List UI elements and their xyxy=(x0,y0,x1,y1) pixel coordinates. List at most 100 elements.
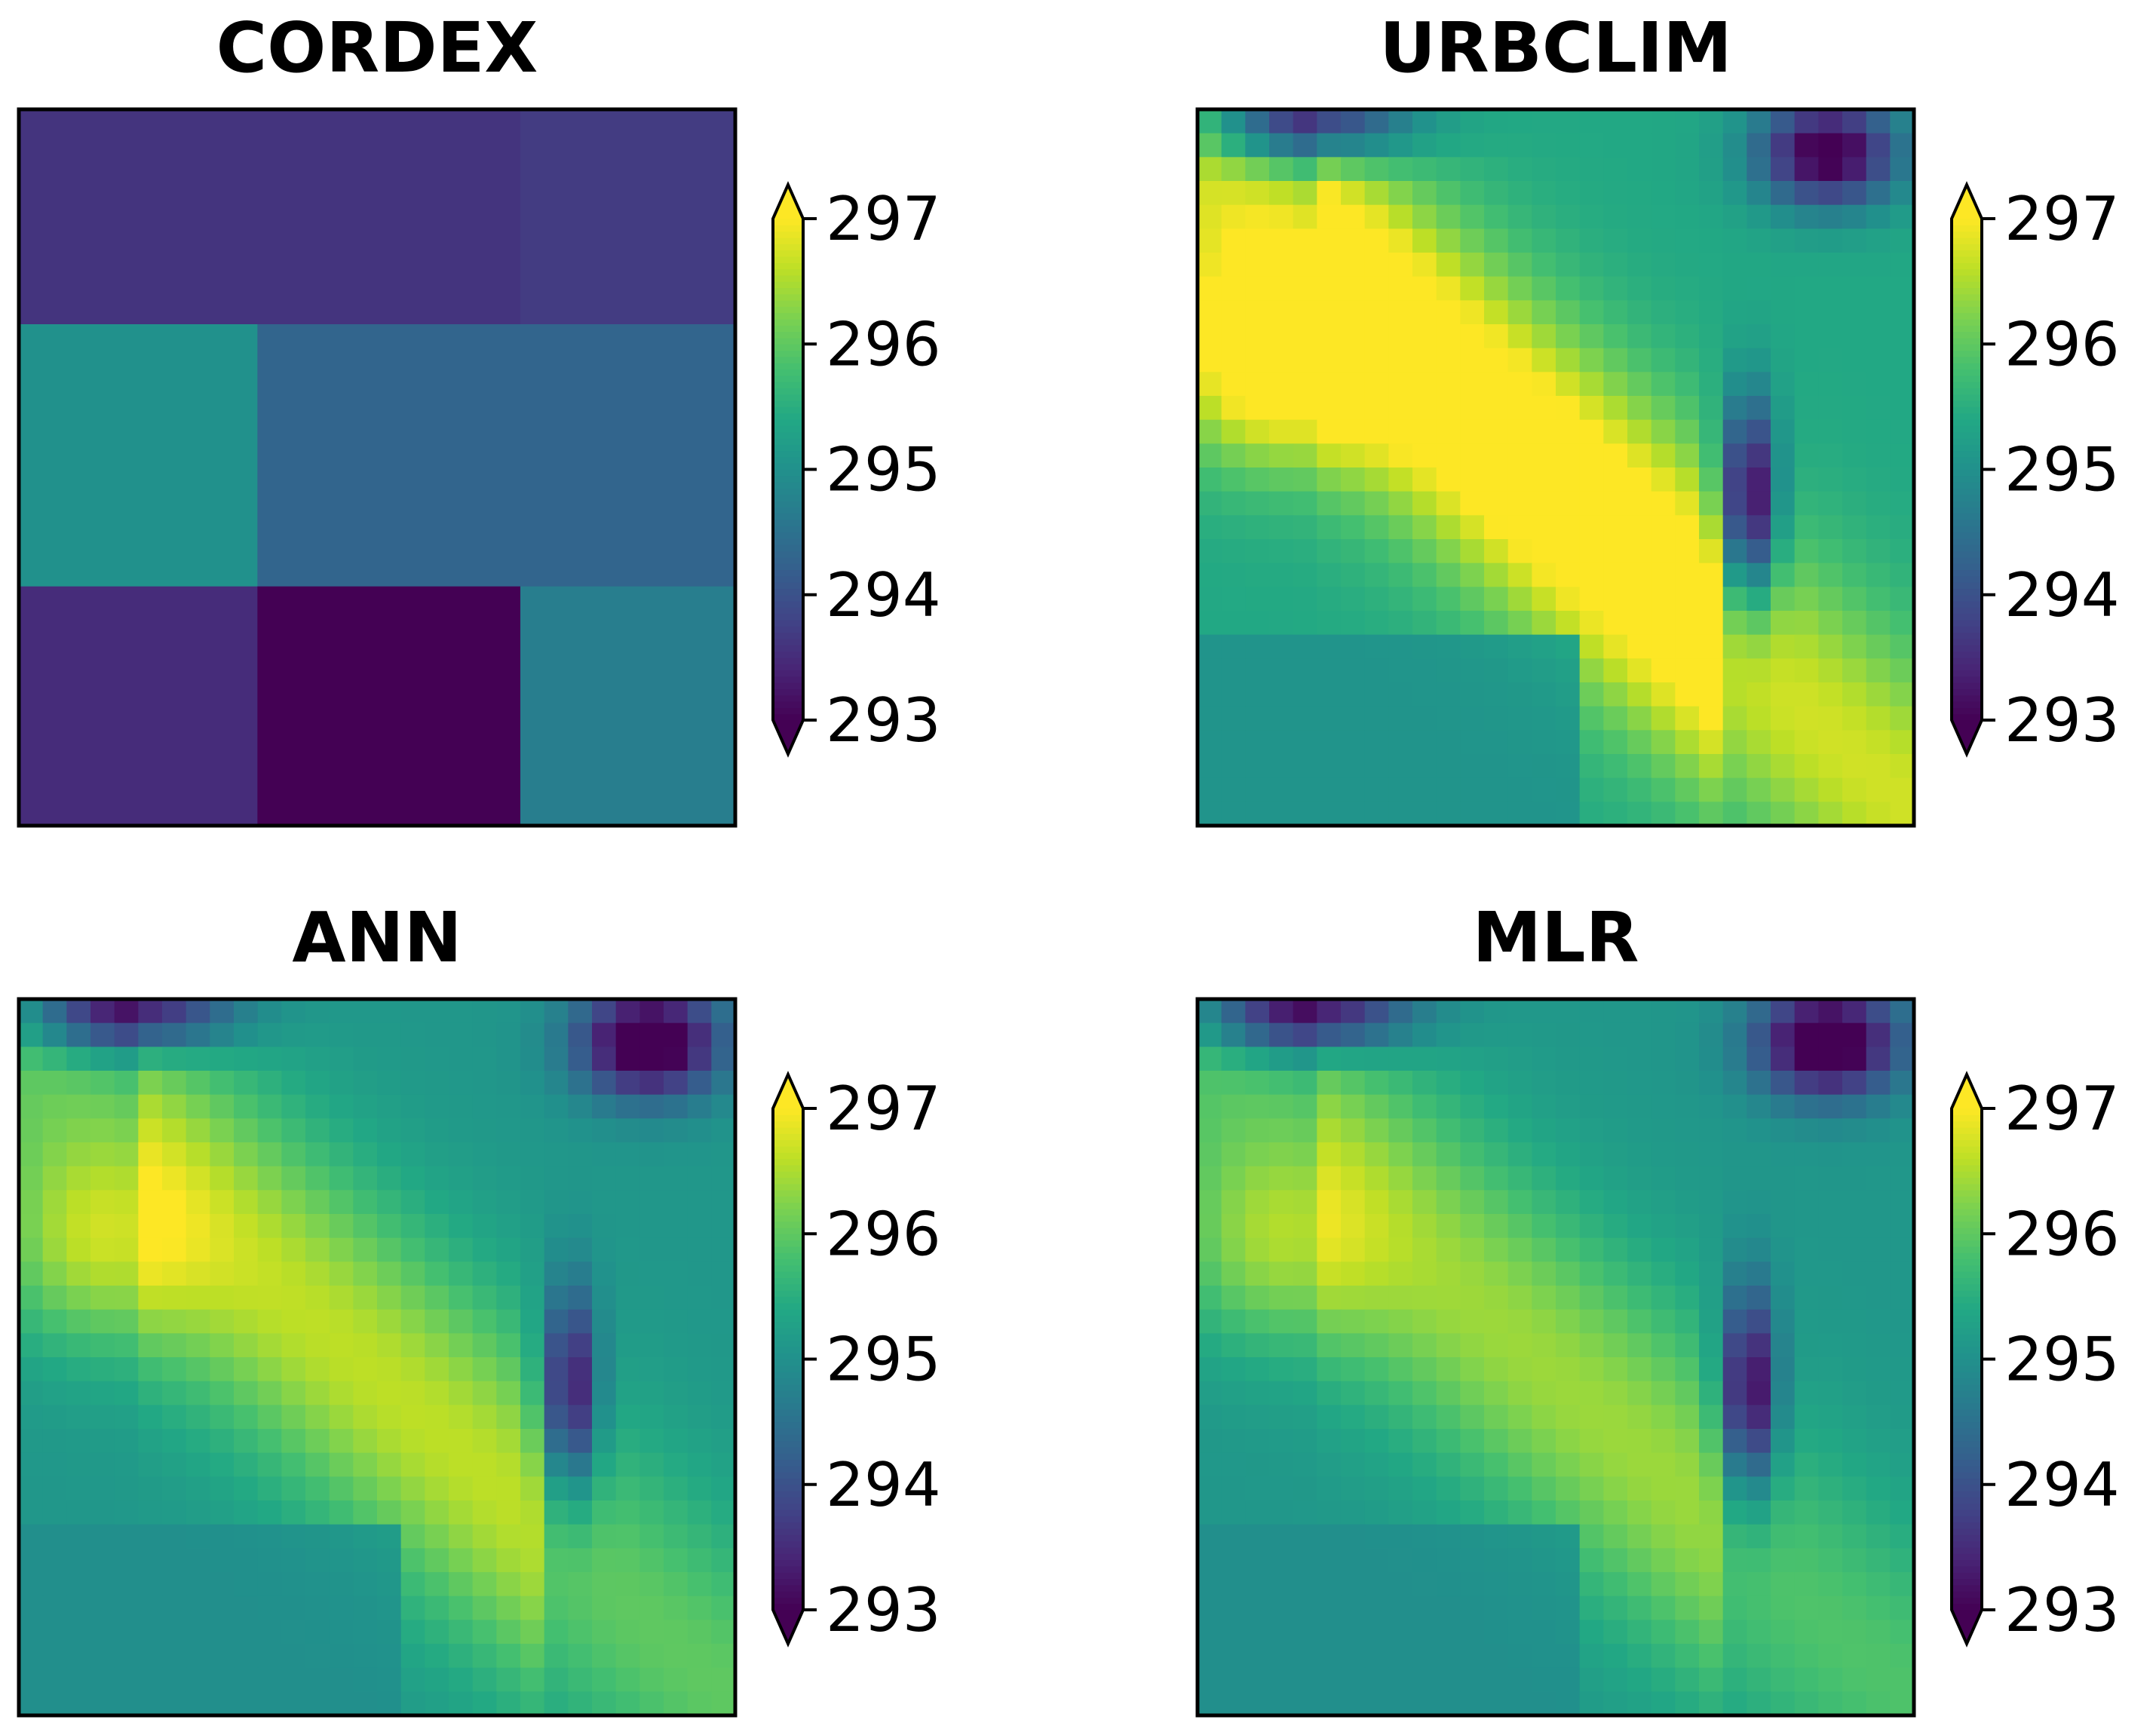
heatmap-cell xyxy=(1771,253,1796,277)
heatmap-cell xyxy=(162,1142,187,1167)
heatmap-cell xyxy=(1627,1094,1652,1119)
heatmap-cell xyxy=(329,1405,354,1430)
heatmap-cell xyxy=(472,1047,497,1071)
heatmap-cell xyxy=(1388,1596,1413,1620)
colorbar-segment xyxy=(1952,645,1982,652)
heatmap-cell xyxy=(1675,1047,1700,1071)
heatmap-cell xyxy=(1771,999,1796,1024)
heatmap-cell xyxy=(1269,1118,1294,1143)
heatmap-cell xyxy=(1364,1214,1389,1239)
heatmap-cell xyxy=(1269,658,1294,683)
heatmap-cell xyxy=(1484,300,1509,325)
heatmap-cell xyxy=(544,1596,569,1620)
heatmap-cell xyxy=(1198,634,1222,659)
colorbar-segment xyxy=(1952,1177,1982,1185)
heatmap-cell xyxy=(210,1190,235,1215)
heatmap-cell xyxy=(377,1572,402,1597)
heatmap-cell xyxy=(544,1524,569,1549)
heatmap-cell xyxy=(1484,999,1509,1024)
heatmap-cell xyxy=(425,1166,449,1191)
heatmap-cell xyxy=(1722,204,1747,229)
heatmap-cell xyxy=(449,1094,474,1119)
heatmap-cell xyxy=(1842,754,1867,779)
colorbar-segment xyxy=(1952,1427,1982,1435)
heatmap-cell xyxy=(496,1500,521,1525)
heatmap-cell xyxy=(1818,1429,1843,1454)
colorbar-segment xyxy=(1952,632,1982,639)
heatmap-cell xyxy=(711,1142,736,1167)
heatmap-cell xyxy=(19,1047,44,1071)
heatmap-cell xyxy=(1412,372,1437,397)
heatmap-cell xyxy=(329,1333,354,1358)
heatmap-cell xyxy=(1651,1452,1676,1477)
heatmap-cell xyxy=(520,1548,545,1573)
heatmap-cell xyxy=(1198,658,1222,683)
heatmap-cell xyxy=(1412,682,1437,707)
heatmap-cell xyxy=(711,1500,736,1525)
heatmap-cell xyxy=(1890,467,1915,492)
heatmap-cell xyxy=(1364,754,1389,779)
heatmap-cell xyxy=(1842,443,1867,468)
colorbar-segment xyxy=(1952,1378,1982,1385)
heatmap-cell xyxy=(1293,1022,1317,1047)
heatmap-cell xyxy=(1866,467,1891,492)
heatmap-cell xyxy=(1627,1357,1652,1382)
heatmap-cell xyxy=(1556,611,1581,636)
heatmap-cell xyxy=(1317,611,1342,636)
heatmap-cell xyxy=(186,1476,210,1501)
heatmap-cell xyxy=(42,1261,67,1286)
heatmap-cell xyxy=(520,1620,545,1645)
heatmap-cell xyxy=(1603,1022,1628,1047)
heatmap-cell xyxy=(1460,1094,1485,1119)
heatmap-cell xyxy=(592,1309,617,1334)
heatmap-cell xyxy=(1507,1166,1532,1191)
heatmap-cell xyxy=(1317,562,1342,587)
heatmap-cell xyxy=(1388,419,1413,444)
heatmap-cell xyxy=(90,1166,115,1191)
heatmap-cell xyxy=(1722,1261,1747,1286)
heatmap-cell xyxy=(664,1166,689,1191)
heatmap-cell xyxy=(1269,1476,1294,1501)
heatmap-cell xyxy=(1460,276,1485,301)
heatmap-cell xyxy=(1293,1476,1317,1501)
heatmap-cell xyxy=(1603,802,1628,826)
colorbar-segment xyxy=(1952,375,1982,382)
heatmap-cell xyxy=(114,1022,139,1047)
heatmap-cell xyxy=(1771,324,1796,349)
heatmap-cell xyxy=(1293,324,1317,349)
heatmap-cell xyxy=(353,1166,378,1191)
heatmap-cell xyxy=(1245,1309,1270,1334)
heatmap-cell xyxy=(1198,467,1222,492)
heatmap-cell xyxy=(66,1452,91,1477)
heatmap-cell xyxy=(1341,1405,1366,1430)
heatmap-cell xyxy=(1484,1142,1509,1167)
heatmap-cell xyxy=(186,1071,210,1096)
heatmap-cell xyxy=(1507,1286,1532,1310)
heatmap-cell xyxy=(1198,539,1222,564)
heatmap-cell xyxy=(1722,1309,1747,1334)
heatmap-cell xyxy=(1293,1667,1317,1692)
heatmap-cell xyxy=(90,1286,115,1310)
heatmap-cell xyxy=(1364,1118,1389,1143)
heatmap-cell xyxy=(1603,1524,1628,1549)
colorbar-segment xyxy=(773,1409,803,1416)
heatmap-cell xyxy=(496,1166,521,1191)
heatmap-cell xyxy=(1890,443,1915,468)
heatmap-cell xyxy=(496,1022,521,1047)
heatmap-cell xyxy=(1890,1071,1915,1096)
heatmap-cell xyxy=(1651,634,1676,659)
heatmap-cell xyxy=(1221,1214,1246,1239)
heatmap-cell xyxy=(1293,253,1317,277)
heatmap-cell xyxy=(1412,443,1437,468)
heatmap-cell xyxy=(1866,157,1891,182)
colorbar-segment xyxy=(1952,550,1982,558)
heatmap-cell xyxy=(138,1166,163,1191)
heatmap-cell xyxy=(1675,634,1700,659)
heatmap-cell xyxy=(1771,1644,1796,1669)
heatmap-cell xyxy=(1842,1309,1867,1334)
heatmap-cell xyxy=(1221,204,1246,229)
heatmap-cell xyxy=(1412,1476,1437,1501)
heatmap-cell xyxy=(1436,1476,1461,1501)
heatmap-cell xyxy=(472,1022,497,1047)
heatmap-cell xyxy=(1722,396,1747,421)
